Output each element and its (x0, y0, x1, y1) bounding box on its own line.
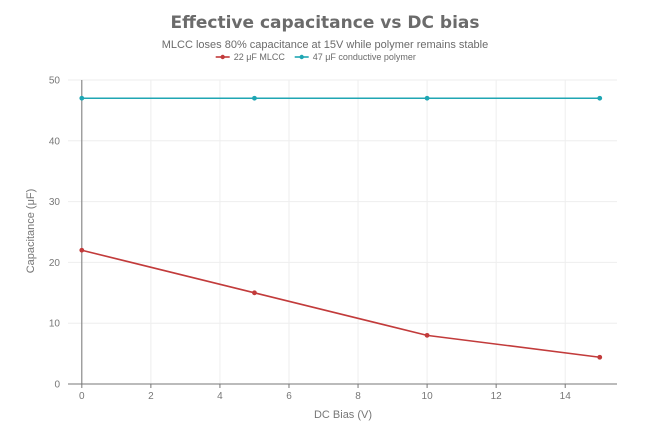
grid (68, 79, 617, 384)
y-tick-label: 0 (54, 380, 60, 391)
data-point (252, 95, 257, 101)
x-tick-label: 8 (355, 391, 361, 402)
x-tick-label: 12 (491, 391, 503, 402)
x-tick-label: 4 (217, 391, 223, 402)
axes: 0 10 20 30 40 50 0 2 4 6 8 10 12 14 (49, 76, 617, 402)
series-line-0 (81, 249, 600, 359)
y-axis-label: Capacitance (μF) (25, 189, 37, 274)
y-tick-label: 50 (49, 76, 61, 87)
y-tick-label: 30 (49, 197, 61, 208)
data-point (424, 332, 430, 338)
data-point (79, 247, 85, 253)
chart-subtitle: MLCC loses 80% capacitance at 15V while … (162, 39, 489, 51)
data-point (597, 95, 603, 101)
data-point (79, 95, 85, 101)
x-axis-label: DC Bias (V) (314, 409, 372, 421)
y-tick-label: 10 (49, 319, 61, 330)
y-tick-label: 40 (49, 136, 61, 147)
x-tick-label: 14 (560, 391, 572, 402)
series-layer (79, 95, 603, 360)
legend: 22 μF MLCC 47 μF conductive polymer (215, 52, 416, 62)
legend-swatch-marker (220, 54, 225, 60)
legend-swatch-marker (299, 54, 304, 60)
chart-title: Effective capacitance vs DC bias (170, 13, 479, 33)
data-point (424, 95, 430, 101)
legend-label: 22 μF MLCC (234, 52, 286, 62)
x-tick-label: 2 (148, 391, 154, 402)
data-point (252, 290, 257, 296)
data-point (597, 354, 603, 360)
y-tick-label: 20 (49, 258, 61, 269)
x-tick-label: 6 (286, 391, 292, 402)
x-tick-label: 10 (422, 391, 434, 402)
x-tick-label: 0 (79, 391, 85, 402)
legend-label: 47 μF conductive polymer (313, 52, 416, 62)
